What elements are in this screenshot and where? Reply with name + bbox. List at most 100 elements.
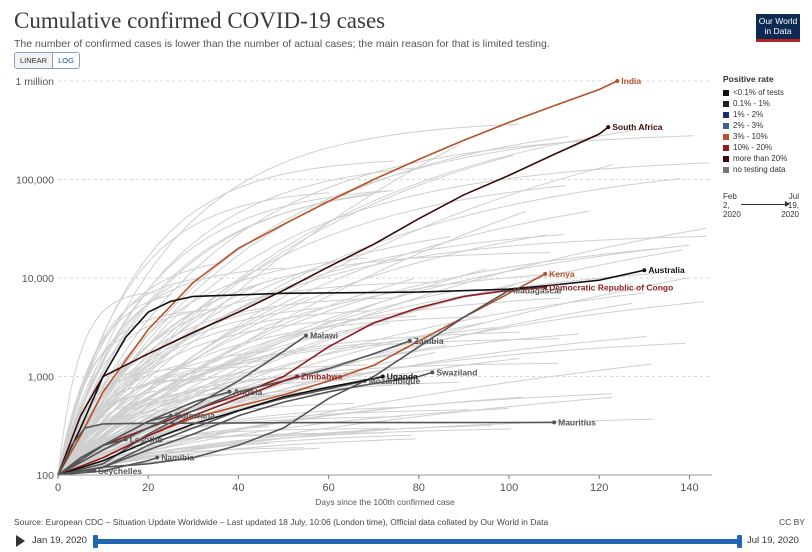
series-label-16: Mauritius [558,417,596,427]
background-country-line [57,194,371,476]
legend-item[interactable]: <0.1% of tests [723,87,787,98]
background-country-line [57,144,461,476]
series-end-point-5 [642,268,647,273]
series-line-12 [57,375,383,476]
legend-item[interactable]: 3% - 10% [723,131,787,142]
series-label-1: South Africa [612,122,662,132]
y-tick-label: 1,000 [28,372,54,384]
source-note: Source: European CDC – Situation Update … [14,517,549,527]
license-link[interactable]: CC BY [779,517,805,527]
background-country-line [57,364,368,476]
series-end-point-16 [552,420,557,425]
legend-swatch [723,111,729,118]
legend-item[interactable]: no testing data [723,164,787,175]
legend-item[interactable]: more than 20% [723,153,787,164]
series-end-point-12 [380,374,385,379]
background-country-line [57,257,368,476]
background-country-line [57,416,401,476]
series-label-2: Kenya [549,269,575,279]
background-country-line [57,297,396,476]
axes: 100 1,000 10,000 100,000 1 million 0 20 40 60 80 1… [15,76,712,507]
background-country-line [57,381,460,476]
owid-logo[interactable]: Our World in Data [756,14,800,42]
log-scale-button[interactable]: LOG [52,53,79,68]
legend-swatch [723,100,729,107]
series-end-point-11 [430,370,435,375]
x-tick-label: 40 [232,482,244,494]
x-tick-label: 20 [142,482,154,494]
linear-scale-button[interactable]: LINEAR [15,53,53,68]
background-country-line [57,236,452,476]
timeline-slider[interactable] [93,535,742,548]
tl-start-day: 2, [723,201,730,210]
series-label-8: Namibia [161,453,194,463]
x-tick-label: 0 [55,482,61,494]
series-lines [57,79,647,476]
timeline-start-handle[interactable] [93,535,98,548]
legend-label: 0.1% - 1% [733,99,770,108]
x-tick-label: 140 [680,482,698,494]
legend-label: 2% - 3% [733,121,764,130]
background-country-line [57,262,220,476]
series-label-17: Seychelles [98,466,142,476]
background-country-line [57,167,419,476]
timeline-slider-fill [95,539,740,544]
tl-end-day: 19, [787,201,799,210]
timeline-legend-arrow [741,201,790,207]
series-line-5 [57,269,645,476]
background-country-line [57,333,579,476]
legend-label: <0.1% of tests [733,88,784,97]
scale-toggle[interactable]: LINEAR LOG [14,52,80,69]
legend-swatch [723,133,729,140]
background-country-line [57,307,323,476]
legend-label: more than 20% [733,154,788,163]
background-country-line [57,192,330,476]
tl-end-year: 2020 [781,210,799,219]
series-line-16 [57,421,555,476]
series-line-0 [57,80,618,476]
x-tick-label: 100 [500,482,518,494]
series-label-5: Australia [648,265,685,275]
series-line-9 [57,375,298,476]
series-line-8 [57,456,158,476]
background-country-line [57,123,519,476]
series-end-point-9 [295,374,300,379]
x-tick-label: 60 [322,482,334,494]
series-label-0: India [621,76,641,86]
positive-rate-legend: Positive rate <0.1% of tests 0.1% - 1% 1% … [723,74,787,175]
legend-title: Positive rate [723,74,774,84]
series-label-13: Botswana [175,411,215,421]
legend-item[interactable]: 2% - 3% [723,120,787,131]
background-country-line [57,331,520,476]
series-label-15: Lesotho [130,434,163,444]
y-tick-label: 100 [36,470,54,482]
play-icon[interactable] [16,535,25,547]
legend-item[interactable]: 10% - 20% [723,142,787,153]
background-country-line [57,291,156,476]
chart-subtitle: The number of confirmed cases is lower t… [14,38,550,50]
series-end-point-6 [304,333,309,338]
background-country-line [57,268,486,476]
chart-title: Cumulative confirmed COVID-19 cases [14,8,386,33]
series-line-4 [57,289,510,476]
logo-line-1: Our World [758,16,798,26]
background-country-line [57,155,513,476]
legend-item[interactable]: 1% - 2% [723,109,787,120]
series-end-point-13 [168,413,173,418]
series-label-4: Madagascar [513,285,563,295]
series-end-point-15 [123,437,128,442]
tl-end-month: Jul [788,192,799,201]
series-label-12: Uganda [387,372,418,382]
legend-label: 10% - 20% [733,143,773,152]
timeline-end-handle[interactable] [737,535,742,548]
timeline-legend-start: Feb 2, 2020 [723,192,741,219]
legend-item[interactable]: 0.1% - 1% [723,98,787,109]
tl-start-year: 2020 [723,210,741,219]
series-label-14: Angola [233,387,262,397]
legend-swatch [723,166,729,173]
background-country-line [57,164,613,476]
y-tick-label: 10,000 [22,273,54,285]
legend-swatch [723,144,729,151]
series-end-point-17 [92,468,97,473]
